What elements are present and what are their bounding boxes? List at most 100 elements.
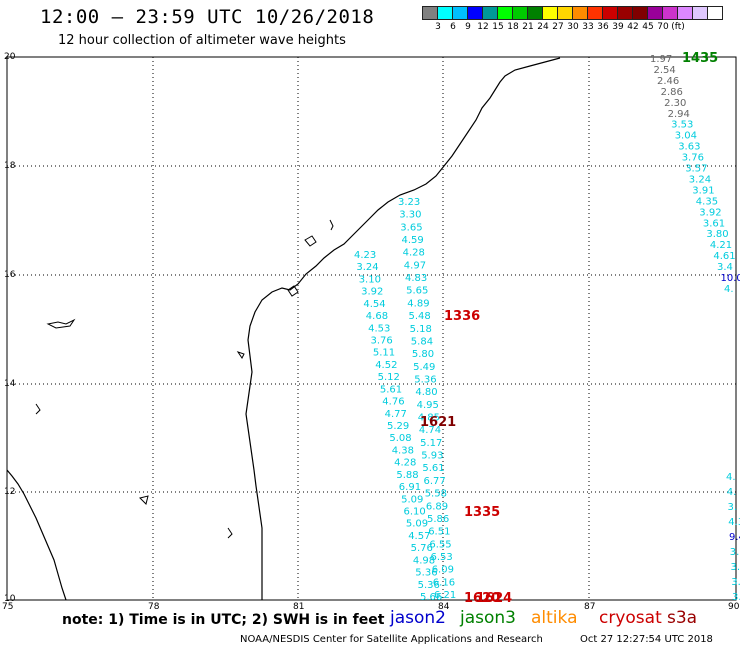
scale-label: 27 (552, 22, 564, 32)
wave-height-label: 4.68 (366, 311, 388, 322)
lon-tick-label: 78 (148, 602, 160, 612)
lon-tick-label: 90 (728, 602, 740, 612)
wave-height-label: 4. (726, 472, 736, 483)
wave-height-label: 4.23 (354, 250, 376, 261)
color-scale-labels: 3 6 9 12 15 18 21 24 27 30 33 36 39 42 45 70 (ft) (422, 20, 722, 34)
wave-height-label: 3.94 (732, 592, 740, 603)
island-d (236, 351, 245, 359)
wave-height-label: 5.36 (418, 580, 440, 591)
wave-height-label: 5.09 (401, 494, 423, 505)
wave-height-label: 4.89 (407, 298, 429, 309)
scale-swatch (497, 6, 513, 20)
scale-swatch (617, 6, 633, 20)
scale-label: 42 (627, 22, 639, 32)
scale-label: 70 (657, 22, 669, 32)
scale-label: 9 (465, 22, 471, 32)
wave-height-label: 4.85 (418, 413, 440, 424)
wave-height-label: 3.24 (356, 262, 378, 273)
pass-time-label: 1336 (444, 309, 480, 324)
wave-height-label: 3.53 (671, 120, 693, 131)
scale-label: 15 (492, 22, 504, 32)
wave-height-label: 5.36 (415, 568, 437, 579)
island-a (304, 235, 317, 247)
wave-height-label: 6.91 (399, 482, 421, 493)
wave-height-label: 6.55 (429, 539, 451, 550)
wave-height-label: 3.81 (730, 547, 740, 558)
wave-height-label: 2.86 (661, 87, 683, 98)
wave-height-label: 5.36 (414, 375, 436, 386)
island-e (35, 403, 41, 415)
scale-swatch (512, 6, 528, 20)
satellite-jason3: jason3 (460, 608, 516, 628)
lat-tick-label: 20 (4, 52, 16, 62)
island-c (46, 318, 76, 329)
wave-height-label: 2.30 (664, 98, 686, 109)
wave-height-label: 6.10 (404, 507, 426, 518)
wave-height-label: 6.09 (432, 565, 454, 576)
island-b (329, 219, 334, 231)
wave-height-label: 2.46 (657, 76, 679, 87)
wave-height-label: 4.83 (405, 273, 427, 284)
wave-height-label: 5.08 (389, 433, 411, 444)
wave-height-label: 5.58 (425, 489, 447, 500)
wave-height-label: 4. (727, 487, 737, 498)
wave-height-label: 3. (728, 502, 738, 513)
wave-height-label: 4.76 (382, 397, 404, 408)
wave-height-label: 5.88 (396, 470, 418, 481)
wave-height-label: 4.38 (392, 445, 414, 456)
wave-height-label: 4.97 (404, 260, 426, 271)
wave-height-label: 4.98 (413, 555, 435, 566)
wave-height-label: 3.76 (371, 336, 393, 347)
wave-height-label: 4.28 (403, 248, 425, 259)
credit-line: NOAA/NESDIS Center for Satellite Applica… (240, 634, 543, 645)
wave-height-label: 10.0 (721, 273, 740, 284)
wave-height-label: 5.76 (411, 543, 433, 554)
wave-height-label: 4.52 (375, 360, 397, 371)
wave-height-label: 5.29 (387, 421, 409, 432)
wave-height-label: 6.21 (434, 590, 456, 601)
scale-swatch (467, 6, 483, 20)
wave-height-label: 4.54 (363, 299, 385, 310)
generated-timestamp: Oct 27 12:27:54 UTC 2018 (580, 634, 713, 645)
wave-height-label: 4.74 (419, 425, 441, 436)
satellite-altika: altika (531, 608, 578, 628)
lon-tick-label: 87 (584, 602, 596, 612)
scale-label: 30 (567, 22, 579, 32)
wave-height-label: 3.80 (706, 229, 728, 240)
wave-height-label: 5.86 (427, 514, 449, 525)
wave-height-label: 6.16 (433, 577, 455, 588)
scale-swatch (662, 6, 678, 20)
wave-height-label: 5.18 (410, 324, 432, 335)
scale-label: 3 (435, 22, 441, 32)
wave-height-label: 4.61 (713, 251, 735, 262)
footer-note: note: 1) Time is in UTC; 2) SWH is in fe… (62, 612, 385, 628)
satellite-cryosat: cryosat (599, 608, 662, 628)
wave-height-label: 1.97 (650, 54, 672, 65)
island-g (227, 527, 233, 539)
wave-height-label: 3.65 (400, 222, 422, 233)
wave-height-label: 3.57 (685, 164, 707, 175)
wave-height-label: 4.95 (417, 400, 439, 411)
wave-height-label: 5.17 (420, 438, 442, 449)
wave-height-label: 3.73 (731, 577, 740, 588)
wave-height-label: 4.35 (696, 196, 718, 207)
wave-height-label: 3.24 (689, 175, 711, 186)
wave-height-label: 9.49 (729, 532, 740, 543)
scale-swatch (572, 6, 588, 20)
wave-height-label: 3.91 (692, 185, 714, 196)
lat-tick-label: 14 (4, 379, 16, 389)
wave-height-label: 3.23 (398, 197, 420, 208)
scale-label: 24 (537, 22, 549, 32)
map-frame (6, 56, 737, 601)
wave-height-label: 5.84 (411, 337, 433, 348)
scale-label: (ft) (671, 22, 685, 32)
wave-height-label: 2.94 (668, 109, 690, 120)
pass-time-label: 1621 (420, 415, 456, 430)
pass-time-label: 1435 (682, 51, 718, 66)
wave-height-label: 3.61 (703, 218, 725, 229)
wave-height-label: 5.61 (422, 463, 444, 474)
wave-height-label: 5.49 (413, 362, 435, 373)
scale-swatch (482, 6, 498, 20)
scale-label: 33 (582, 22, 594, 32)
scale-label: 6 (450, 22, 456, 32)
